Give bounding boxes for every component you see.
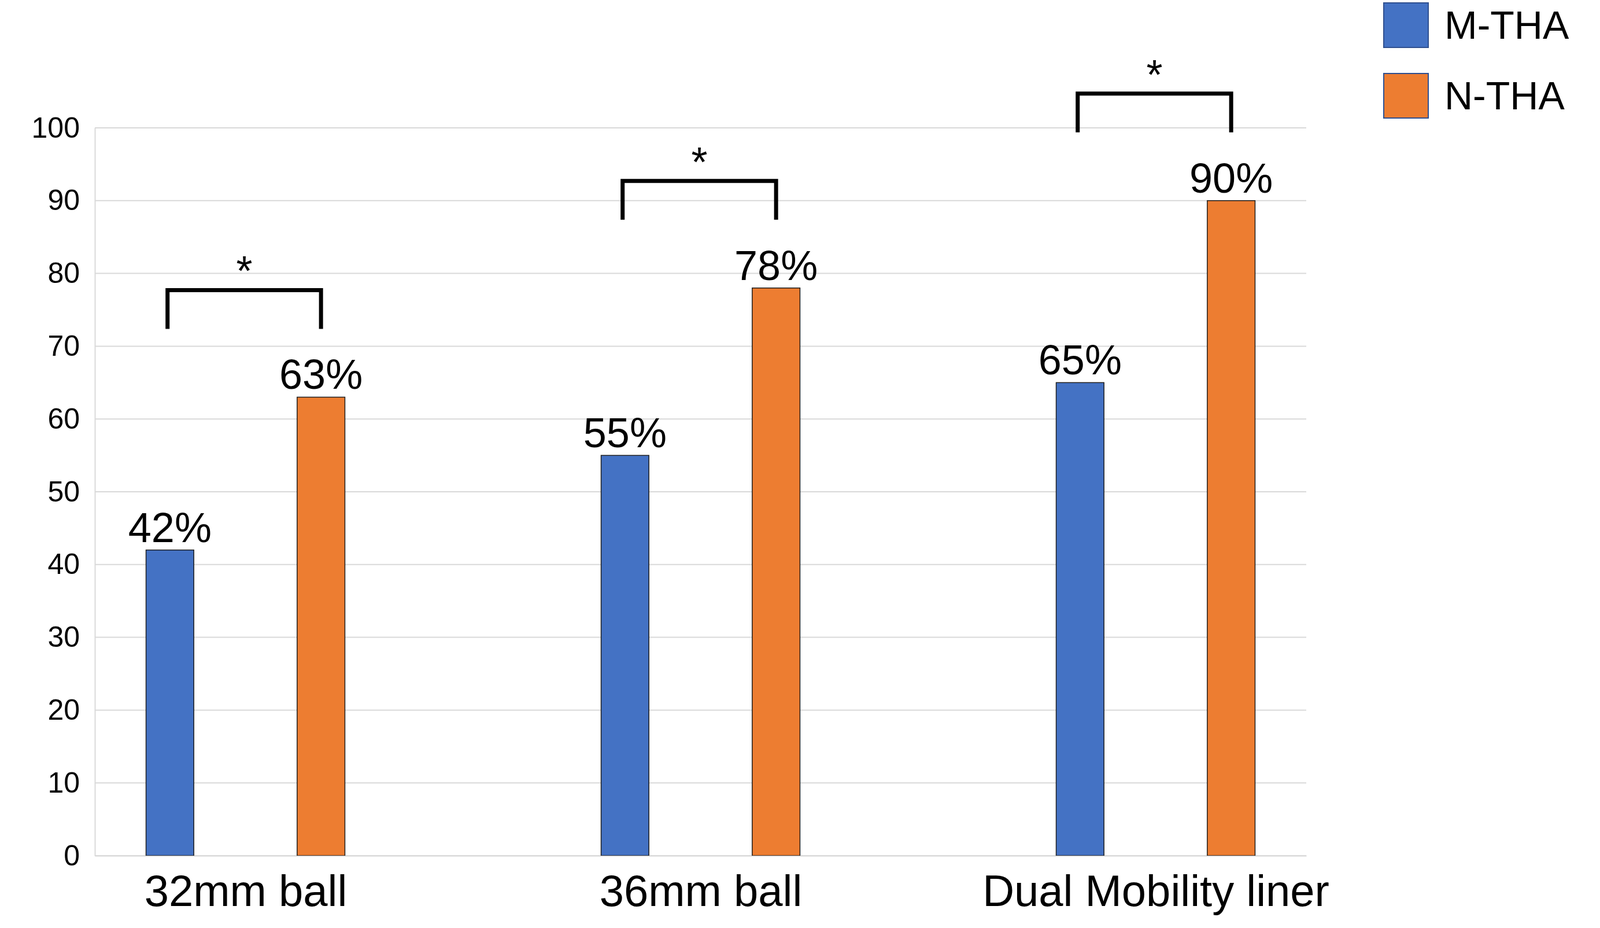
y-tick: 60 [47,402,95,435]
grid-line [94,200,1307,202]
significance-marker: * [235,247,253,294]
y-tick: 0 [63,839,95,872]
y-tick: 10 [47,766,95,799]
significance-bracket [622,180,777,220]
data-labels: 42% 55% 65% 63% 78% 90% [128,154,1273,551]
bar [297,396,346,856]
data-label: 63% [279,350,363,398]
annotations: * * * [167,51,1232,330]
significance-marker: * [691,138,708,186]
grid-line [94,345,1307,347]
bar [146,549,195,856]
legend-label: N-THA [1444,73,1565,118]
y-tick-label: 80 [47,256,80,290]
legend-label: M-THA [1444,2,1570,47]
data-label: 55% [583,409,667,456]
x-tick: Dual Mobility liner [982,855,1330,915]
y-tick: 40 [47,547,95,580]
y-tick: 90 [47,183,95,217]
bar [1056,382,1105,856]
grid-line [94,418,1307,420]
grid [94,127,1307,856]
legend-swatch [1383,2,1429,48]
y-tick-label: 70 [47,329,80,362]
bars [146,200,1256,856]
chart: 0 10 20 30 40 50 60 70 80 90 100 32mm ball 36mm ball… [0,0,1600,928]
grid-line [94,708,1307,711]
y-tick: 20 [47,693,95,726]
y-tick-label: 20 [47,693,80,726]
significance-bracket [1077,93,1232,133]
x-tick-label: 36mm ball [599,865,803,915]
data-label: 90% [1189,154,1273,202]
y-tick: 100 [31,111,95,144]
data-label: 65% [1038,336,1122,383]
grid-line [94,272,1307,275]
legend-swatch [1383,73,1429,118]
bar [601,455,650,856]
y-axis: 0 10 20 30 40 50 60 70 80 90 100 [31,111,96,872]
legend: M-THA N-THA [1383,2,1570,118]
grid-line [94,781,1307,783]
significance-marker: * [1146,51,1163,98]
y-tick-label: 100 [31,111,80,144]
y-tick: 50 [47,475,95,508]
grid-line [94,636,1307,638]
x-axis-line [95,855,1307,857]
y-tick: 70 [47,329,95,362]
x-axis: 32mm ball 36mm ball Dual Mobility liner [95,855,1330,915]
y-tick-label: 90 [47,183,80,217]
grid-line [94,854,1307,856]
y-tick-label: 50 [47,475,80,508]
y-tick-label: 10 [47,766,80,799]
grid-line [94,490,1307,493]
x-tick: 32mm ball [144,855,348,915]
bar [752,287,801,856]
data-label: 78% [734,242,818,289]
bar [1207,200,1256,856]
x-tick-label: 32mm ball [144,865,348,915]
data-label: 42% [128,504,212,551]
grid-line [94,563,1307,565]
y-tick: 30 [47,620,95,653]
grid-line [94,127,1307,129]
y-tick-label: 30 [47,620,80,653]
x-tick-label: Dual Mobility liner [982,865,1330,915]
significance-bracket [167,289,321,329]
y-tick-label: 0 [63,839,80,872]
y-tick: 80 [47,256,95,290]
y-axis-line [94,128,96,856]
x-tick: 36mm ball [599,855,803,915]
y-tick-label: 40 [47,547,80,580]
y-tick-label: 60 [47,402,80,435]
